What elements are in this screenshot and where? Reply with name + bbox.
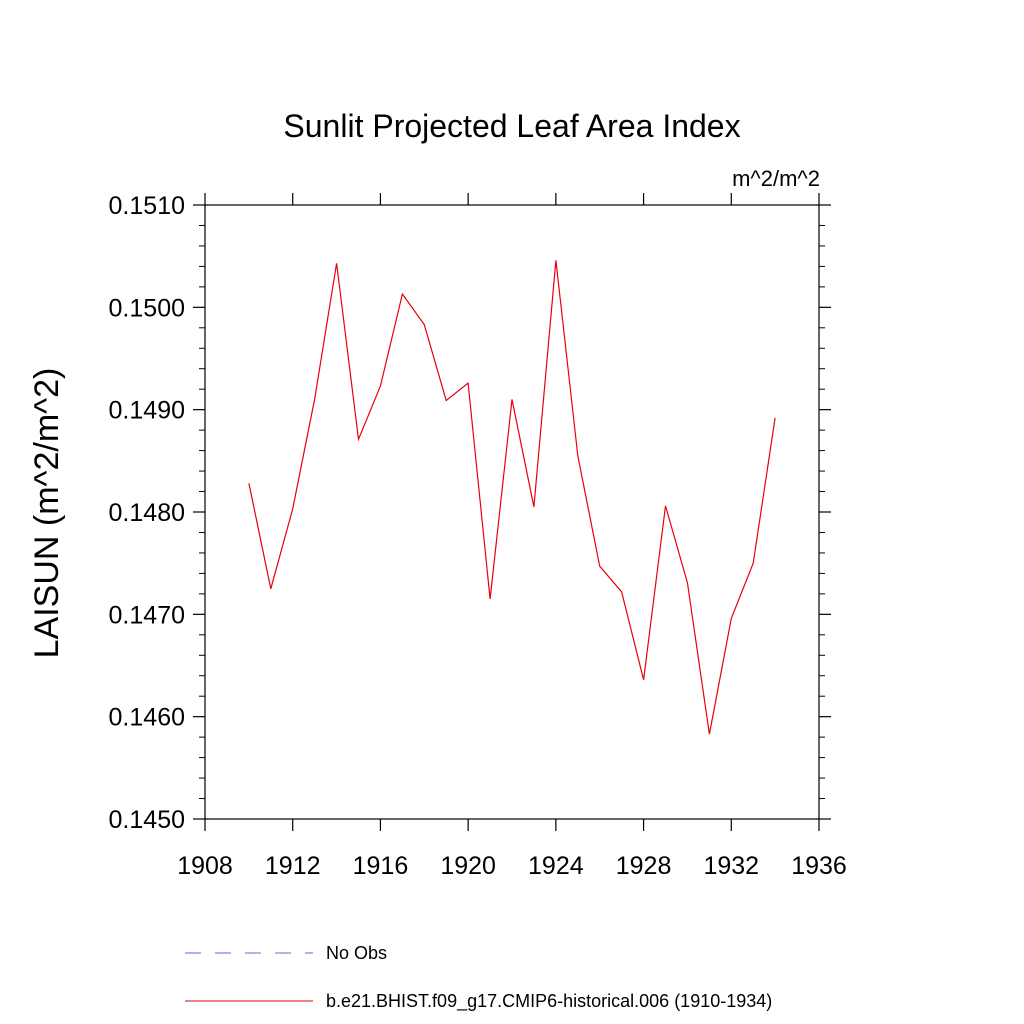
x-tick-label: 1928 bbox=[616, 852, 672, 880]
y-tick-label: 0.1480 bbox=[109, 499, 185, 527]
y-tick-label: 0.1470 bbox=[109, 601, 185, 629]
x-tick-label: 1908 bbox=[177, 852, 233, 880]
y-tick-label: 0.1510 bbox=[109, 192, 185, 220]
legend: No Obs b.e21.BHIST.f09_g17.CMIP6-histori… bbox=[185, 943, 772, 1012]
series-group bbox=[248, 260, 776, 735]
x-tick-label: 1936 bbox=[791, 852, 847, 880]
y-tick-label: 0.1460 bbox=[109, 704, 185, 732]
x-tick-labels: 1908 1912 1916 1920 1924 1928 1932 1936 bbox=[177, 852, 847, 880]
y-tick-label: 0.1450 bbox=[109, 806, 185, 834]
units-label: m^2/m^2 bbox=[732, 166, 820, 191]
x-tick-label: 1924 bbox=[528, 852, 584, 880]
x-tick-label: 1912 bbox=[265, 852, 321, 880]
y-tick-label: 0.1500 bbox=[109, 294, 185, 322]
x-tick-label: 1916 bbox=[353, 852, 409, 880]
x-tick-label: 1932 bbox=[703, 852, 759, 880]
y-tick-label: 0.1490 bbox=[109, 397, 185, 425]
minor-ticks bbox=[199, 224, 825, 800]
legend-label-no-obs: No Obs bbox=[326, 943, 387, 963]
major-ticks bbox=[193, 193, 831, 831]
chart-title: Sunlit Projected Leaf Area Index bbox=[283, 108, 740, 144]
x-tick-label: 1920 bbox=[440, 852, 496, 880]
y-tick-labels: 0.1450 0.1460 0.1470 0.1480 0.1490 0.1500 0.15… bbox=[109, 192, 185, 834]
legend-label-model: b.e21.BHIST.f09_g17.CMIP6-historical.006… bbox=[326, 991, 772, 1012]
plot-frame bbox=[204, 204, 820, 820]
series-line bbox=[248, 260, 776, 735]
y-axis-label: LAISUN (m^2/m^2) bbox=[28, 368, 66, 659]
